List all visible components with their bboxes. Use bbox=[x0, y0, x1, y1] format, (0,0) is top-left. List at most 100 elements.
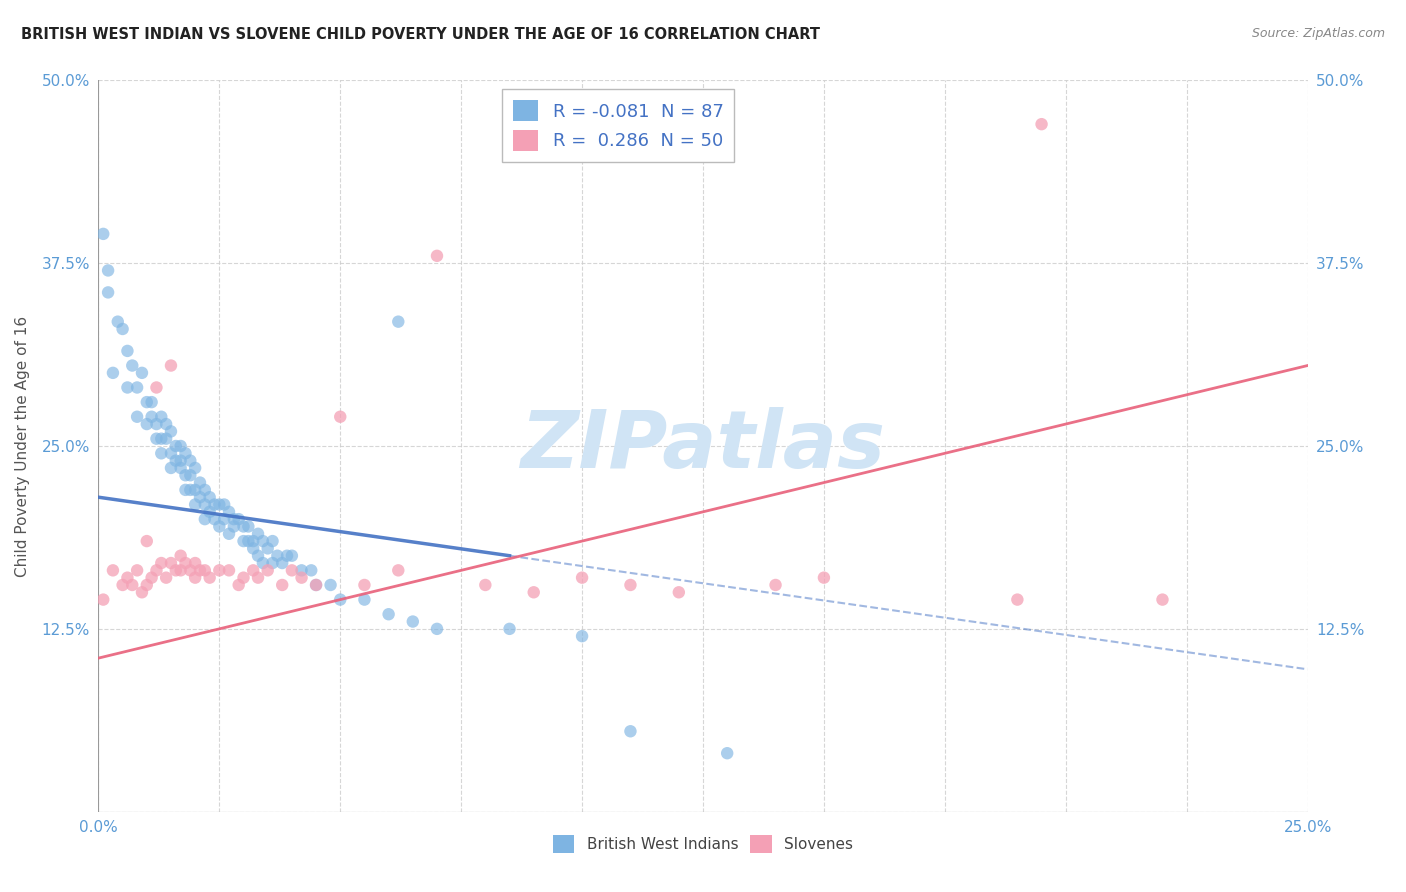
Point bbox=[188, 475, 211, 490]
Point bbox=[150, 432, 173, 446]
Point bbox=[571, 571, 593, 585]
Text: ZIPatlas: ZIPatlas bbox=[520, 407, 886, 485]
Point bbox=[179, 453, 201, 467]
Point bbox=[619, 724, 641, 739]
Point bbox=[194, 498, 217, 512]
Point bbox=[204, 498, 226, 512]
Point bbox=[198, 571, 221, 585]
Point bbox=[1031, 117, 1053, 131]
Point bbox=[174, 556, 197, 570]
Point bbox=[218, 526, 240, 541]
Y-axis label: Child Poverty Under the Age of 16: Child Poverty Under the Age of 16 bbox=[15, 316, 31, 576]
Point bbox=[222, 512, 245, 526]
Point bbox=[290, 563, 312, 577]
Point bbox=[160, 556, 183, 570]
Point bbox=[127, 563, 149, 577]
Point bbox=[174, 446, 197, 460]
Point bbox=[668, 585, 690, 599]
Point bbox=[160, 461, 183, 475]
Point bbox=[238, 534, 260, 549]
Point bbox=[208, 563, 231, 577]
Point bbox=[127, 409, 149, 424]
Point bbox=[111, 578, 134, 592]
Point bbox=[228, 578, 250, 592]
Point bbox=[271, 578, 294, 592]
Point bbox=[387, 563, 409, 577]
Point bbox=[523, 585, 546, 599]
Text: Source: ZipAtlas.com: Source: ZipAtlas.com bbox=[1251, 27, 1385, 40]
Point bbox=[281, 549, 304, 563]
Point bbox=[262, 534, 284, 549]
Point bbox=[232, 571, 254, 585]
Point bbox=[194, 563, 217, 577]
Point bbox=[155, 432, 177, 446]
Point bbox=[222, 519, 245, 533]
Point bbox=[169, 461, 191, 475]
Point bbox=[256, 541, 278, 556]
Point bbox=[290, 571, 312, 585]
Point bbox=[212, 512, 235, 526]
Point bbox=[155, 417, 177, 431]
Point bbox=[426, 622, 449, 636]
Point bbox=[498, 622, 520, 636]
Point bbox=[101, 366, 124, 380]
Point bbox=[276, 549, 298, 563]
Point bbox=[179, 468, 201, 483]
Point bbox=[218, 563, 240, 577]
Point bbox=[194, 483, 217, 497]
Point bbox=[329, 409, 352, 424]
Point bbox=[145, 417, 167, 431]
Point bbox=[184, 498, 207, 512]
Point bbox=[184, 461, 207, 475]
Point bbox=[377, 607, 399, 622]
Point bbox=[141, 395, 163, 409]
Point bbox=[252, 534, 274, 549]
Point bbox=[247, 571, 270, 585]
Point bbox=[150, 409, 173, 424]
Point bbox=[165, 453, 187, 467]
Point bbox=[91, 227, 114, 241]
Point bbox=[474, 578, 496, 592]
Point bbox=[1007, 592, 1029, 607]
Point bbox=[299, 563, 322, 577]
Point bbox=[218, 505, 240, 519]
Point bbox=[247, 549, 270, 563]
Point bbox=[813, 571, 835, 585]
Point bbox=[169, 439, 191, 453]
Point bbox=[242, 534, 264, 549]
Point bbox=[188, 563, 211, 577]
Point bbox=[305, 578, 328, 592]
Point bbox=[145, 432, 167, 446]
Point bbox=[117, 343, 139, 358]
Point bbox=[305, 578, 328, 592]
Point bbox=[155, 571, 177, 585]
Point bbox=[232, 534, 254, 549]
Point bbox=[353, 578, 375, 592]
Point bbox=[208, 519, 231, 533]
Point bbox=[252, 556, 274, 570]
Point bbox=[212, 498, 235, 512]
Point bbox=[232, 519, 254, 533]
Point bbox=[402, 615, 425, 629]
Point bbox=[117, 571, 139, 585]
Point bbox=[174, 483, 197, 497]
Point bbox=[145, 563, 167, 577]
Point bbox=[141, 571, 163, 585]
Point bbox=[208, 498, 231, 512]
Point bbox=[353, 592, 375, 607]
Point bbox=[107, 315, 129, 329]
Point bbox=[135, 417, 157, 431]
Text: BRITISH WEST INDIAN VS SLOVENE CHILD POVERTY UNDER THE AGE OF 16 CORRELATION CHA: BRITISH WEST INDIAN VS SLOVENE CHILD POV… bbox=[21, 27, 820, 42]
Point bbox=[204, 512, 226, 526]
Point bbox=[184, 483, 207, 497]
Point bbox=[184, 556, 207, 570]
Point bbox=[165, 439, 187, 453]
Point bbox=[117, 380, 139, 394]
Point bbox=[135, 395, 157, 409]
Point bbox=[127, 380, 149, 394]
Point bbox=[179, 563, 201, 577]
Point bbox=[179, 483, 201, 497]
Point bbox=[150, 556, 173, 570]
Point bbox=[281, 563, 304, 577]
Point bbox=[145, 380, 167, 394]
